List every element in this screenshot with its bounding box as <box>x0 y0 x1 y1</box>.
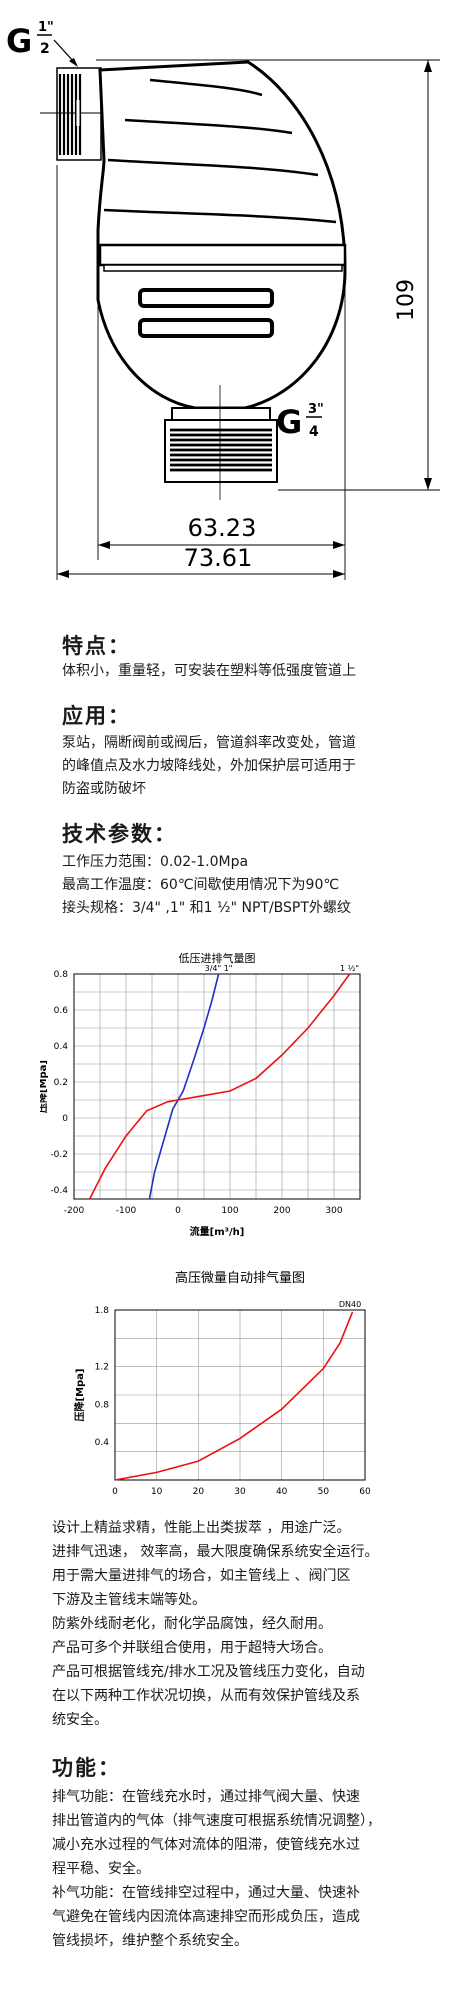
x-tick-label: 300 <box>325 1206 342 1216</box>
plot-frame <box>114 1309 366 1481</box>
y-tick-label: 0.6 <box>54 1006 69 1016</box>
y-tick-label: 0.4 <box>95 1438 110 1448</box>
series-line <box>148 973 220 1200</box>
functions-line: 程平稳、安全。 <box>52 1861 150 1877</box>
chart-title: 低压进排气量图 <box>179 951 256 965</box>
high-pressure-flow-chart: 高压微量自动排气量图 0 10 20 30 40 50 60 1.8 1.2 0.8 0.4 压降[Mp… <box>73 1270 371 1497</box>
description-line: 在以下两种工作状况切换，从而有效保护管线及系 <box>52 1688 360 1704</box>
x-tick-label: 0 <box>175 1206 181 1216</box>
series-label: 3/4" 1" <box>205 964 233 973</box>
outlet-fraction-den: 4 <box>309 424 319 440</box>
y-axis-label: 压降[Mpa] <box>40 1060 49 1113</box>
series-line <box>88 973 351 1200</box>
x-tick-label: 20 <box>193 1487 205 1497</box>
specs-line: 工作压力范围：0.02-1.0Mpa <box>62 854 249 870</box>
x-tick-label: 200 <box>273 1206 290 1216</box>
outlet-fraction-num: 3" <box>308 402 324 417</box>
y-tick-label: 0.8 <box>95 1400 110 1410</box>
specs-heading: 技术参数： <box>62 822 177 846</box>
y-tick-label: 0 <box>62 1114 68 1124</box>
x-tick-label: 60 <box>359 1487 371 1497</box>
description-line: 产品可多个并联组合使用，用于超特大场合。 <box>52 1640 332 1656</box>
inlet-fraction-num: 1" <box>38 20 54 35</box>
application-line: 泵站，隔断阀前或阀后，管道斜率改变处，管道 <box>62 735 356 751</box>
valve-technical-drawing: G 1" 2 G 3" 4 <box>6 20 440 580</box>
functions-line: 减小充水过程的气体对流体的阻滞，使管线充水过 <box>52 1837 360 1853</box>
y-tick-label: 1.2 <box>95 1363 109 1373</box>
height-dimension: 109 <box>394 279 419 321</box>
description-line: 用于需大量进排气的场合，如主管线上 、阀门区 <box>52 1568 351 1584</box>
x-tick-label: 40 <box>276 1487 288 1497</box>
low-pressure-flow-chart: 低压进排气量图 -200 -100 0 100 200 300 0.8 0.6 0.4 0.2 0 -0… <box>40 951 361 1238</box>
y-tick-label: 0.8 <box>54 970 69 980</box>
inlet-fraction-den: 2 <box>40 41 50 57</box>
functions-line: 气避免在管线内因流体高速排空而形成负压，造成 <box>52 1909 360 1925</box>
y-tick-label: 0.4 <box>54 1042 69 1052</box>
specs-line: 最高工作温度：60℃间歇使用情况下为90℃ <box>62 877 340 893</box>
outer-width-dimension: 73.61 <box>184 544 253 572</box>
application-line: 的峰值点及水力坡降线处，外加保护层可适用于 <box>62 758 356 774</box>
functions-line: 排出管道内的气体（排气速度可根据系统情况调整）， <box>52 1813 381 1829</box>
specs-line: 接头规格：3/4" ,1" 和1 ½" NPT/BSPT外螺纹 <box>62 900 351 916</box>
application-line: 防盗或防破坏 <box>62 781 146 797</box>
inner-width-dimension: 63.23 <box>188 514 257 542</box>
x-tick-label: -200 <box>64 1206 85 1216</box>
y-tick-label: -0.2 <box>50 1150 68 1160</box>
features-text: 体积小，重量轻，可安装在塑料等低强度管道上 <box>62 663 356 679</box>
description-line: 设计上精益求精，性能上出类拔萃 ，用途广泛。 <box>52 1520 351 1536</box>
series-label: 1 ½" <box>340 964 359 973</box>
x-tick-label: 50 <box>318 1487 330 1497</box>
series-line <box>114 1311 354 1481</box>
x-tick-label: 0 <box>112 1487 118 1497</box>
series-label: DN40 <box>339 1300 361 1309</box>
y-tick-label: 1.8 <box>95 1306 110 1316</box>
description-line: 产品可根据管线充/排水工况及管线压力变化，自动 <box>52 1664 365 1680</box>
description-line: 防紫外线耐老化，耐化学品腐蚀，经久耐用。 <box>52 1616 332 1632</box>
x-tick-label: 10 <box>151 1487 163 1497</box>
functions-line: 补气功能：在管线排空过程中，通过大量、快速补 <box>52 1885 360 1901</box>
outlet-thread-label: G <box>276 403 302 441</box>
description-line: 进排气迅速， 效率高，最大限度确保系统安全运行。 <box>52 1544 379 1560</box>
inlet-thread-label: G <box>6 22 32 60</box>
x-tick-label: 100 <box>221 1206 238 1216</box>
x-tick-label: 30 <box>234 1487 246 1497</box>
y-axis-label: 压降[Mpa] <box>73 1369 86 1422</box>
application-heading: 应用： <box>62 704 131 728</box>
x-tick-label: -100 <box>116 1206 137 1216</box>
plot-frame <box>73 973 361 1200</box>
y-tick-label: 0.2 <box>54 1078 68 1088</box>
chart-title: 高压微量自动排气量图 <box>175 1270 305 1286</box>
features-heading: 特点： <box>62 634 131 658</box>
functions-line: 排气功能：在管线充水时，通过排气阀大量、快速 <box>52 1789 360 1805</box>
description-line: 统安全。 <box>52 1712 108 1728</box>
y-tick-label: -0.4 <box>50 1186 68 1196</box>
functions-line: 管线损坏，维护整个系统安全。 <box>52 1933 248 1949</box>
x-axis-label: 流量[m³/h] <box>190 1225 245 1238</box>
functions-heading: 功能： <box>52 1756 121 1780</box>
description-line: 下游及主管线末端等处。 <box>52 1592 206 1608</box>
